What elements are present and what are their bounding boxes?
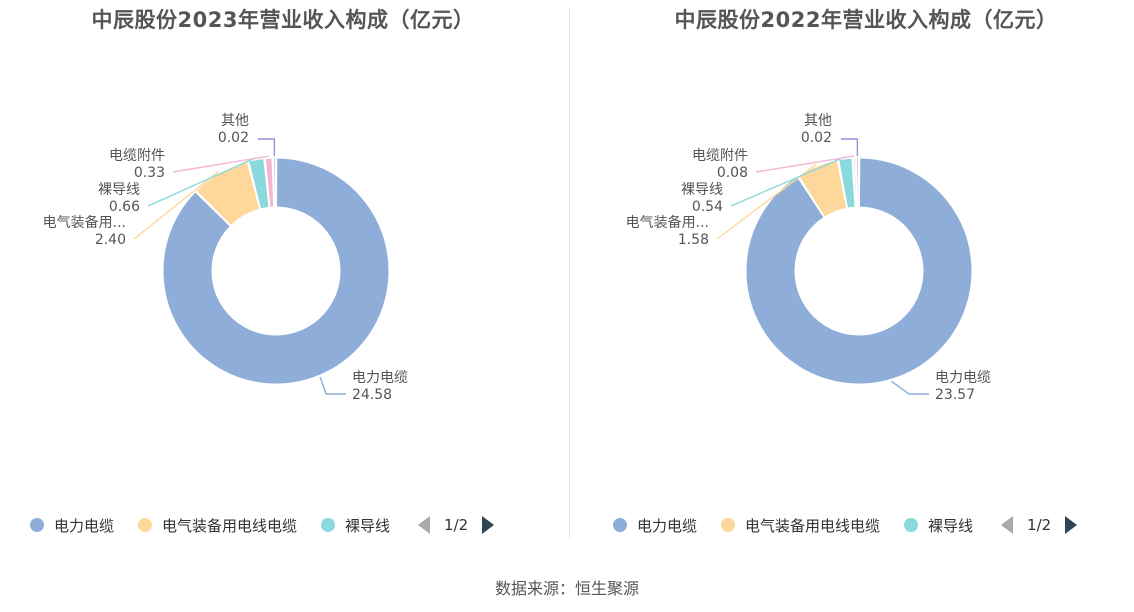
slice-other[interactable] xyxy=(273,157,277,208)
legend-dot xyxy=(613,518,627,532)
leader-line-bare-wire xyxy=(730,156,846,207)
legend-dot xyxy=(721,518,736,532)
leader-line-other xyxy=(258,138,276,157)
slice-label-bare-wire: 裸导线 xyxy=(681,182,723,198)
legend-page-indicator: 1/2 xyxy=(444,516,469,534)
slice-power-cable[interactable] xyxy=(745,157,973,385)
legend-dot xyxy=(138,518,153,532)
slice-label-electrical-cable: 电气装备用... xyxy=(43,214,126,231)
leader-line-other xyxy=(841,138,859,157)
slice-label-bare-wire: 裸导线 xyxy=(98,182,140,198)
slice-value-bare-wire: 0.66 xyxy=(109,199,140,215)
slice-bare-wire[interactable] xyxy=(838,157,856,209)
legend-dot xyxy=(904,518,919,532)
legend-pager: 1/2 xyxy=(1001,516,1078,534)
legend-label: 电力电缆 xyxy=(637,516,698,535)
legend: 电力电缆 电气装备用电线电缆 裸导线 1/2 xyxy=(30,512,495,538)
legend-item-electrical-cable[interactable]: 电气装备用电线电缆 xyxy=(721,515,880,536)
data-source-label: 数据来源：恒生聚源 xyxy=(494,579,639,598)
slice-label-accessories: 电缆附件 xyxy=(692,148,748,164)
slice-electrical-cable[interactable] xyxy=(195,161,261,227)
slice-value-other: 0.02 xyxy=(801,130,832,146)
legend-label: 电气装备用电线电缆 xyxy=(745,516,881,535)
legend-item-power-cable[interactable]: 电力电缆 xyxy=(613,515,697,536)
slice-accessories[interactable] xyxy=(264,157,275,208)
slice-value-accessories: 0.08 xyxy=(717,165,748,181)
chart-panel-2023: 中辰股份2023年营业收入构成（亿元） 电力电缆 24.58 电气装备用... 2.4… xyxy=(0,0,566,560)
legend-label: 裸导线 xyxy=(345,516,391,535)
slice-label-other: 其他 xyxy=(804,113,832,129)
leader-line-bare-wire xyxy=(147,157,257,207)
slice-value-power-cable: 24.58 xyxy=(352,387,392,403)
chart-title: 中辰股份2022年营业收入构成（亿元） xyxy=(674,8,1058,32)
leader-line-accessories xyxy=(755,155,855,173)
slice-value-power-cable: 23.57 xyxy=(935,387,975,403)
chart-panel-2022: 中辰股份2022年营业收入构成（亿元） 电力电缆 23.57 电气装备用... 1.5… xyxy=(583,0,1134,560)
legend-item-electrical-cable[interactable]: 电气装备用电线电缆 xyxy=(138,515,297,536)
chart-title: 中辰股份2023年营业收入构成（亿元） xyxy=(91,8,475,32)
slice-label-other: 其他 xyxy=(221,113,249,129)
legend-label: 电气装备用电线电缆 xyxy=(162,516,298,535)
legend-dot xyxy=(30,518,44,532)
legend-pager: 1/2 xyxy=(418,516,495,534)
legend-label: 裸导线 xyxy=(928,516,974,535)
slice-other[interactable] xyxy=(856,157,860,208)
prev-page-icon[interactable] xyxy=(1001,516,1014,534)
legend-item-power-cable[interactable]: 电力电缆 xyxy=(30,515,114,536)
prev-page-icon[interactable] xyxy=(418,516,431,534)
slice-label-power-cable: 电力电缆 xyxy=(352,370,408,386)
legend-page-indicator: 1/2 xyxy=(1027,516,1052,534)
leader-line-power-cable xyxy=(319,376,346,395)
slice-power-cable[interactable] xyxy=(162,157,390,385)
legend-label: 电力电缆 xyxy=(54,516,115,535)
legend-item-bare-wire[interactable]: 裸导线 xyxy=(904,515,973,536)
legend-item-bare-wire[interactable]: 裸导线 xyxy=(321,515,390,536)
leader-line-power-cable xyxy=(891,380,929,395)
slice-value-electrical-cable: 2.40 xyxy=(95,232,126,248)
next-page-icon[interactable] xyxy=(482,516,495,534)
slice-accessories[interactable] xyxy=(852,157,858,208)
slice-label-electrical-cable: 电气装备用... xyxy=(626,214,709,231)
slice-bare-wire[interactable] xyxy=(248,158,270,210)
next-page-icon[interactable] xyxy=(1065,516,1078,534)
panel-divider xyxy=(569,8,570,538)
legend: 电力电缆 电气装备用电线电缆 裸导线 1/2 xyxy=(613,512,1078,538)
slice-label-accessories: 电缆附件 xyxy=(109,148,165,164)
legend-dot xyxy=(321,518,336,532)
slice-label-power-cable: 电力电缆 xyxy=(935,370,991,386)
leader-line-accessories xyxy=(172,155,269,173)
leader-line-electrical-cable xyxy=(133,170,220,240)
slice-value-other: 0.02 xyxy=(218,130,249,146)
slice-value-bare-wire: 0.54 xyxy=(692,199,723,215)
slice-value-electrical-cable: 1.58 xyxy=(678,232,709,248)
slice-value-accessories: 0.33 xyxy=(134,165,165,181)
